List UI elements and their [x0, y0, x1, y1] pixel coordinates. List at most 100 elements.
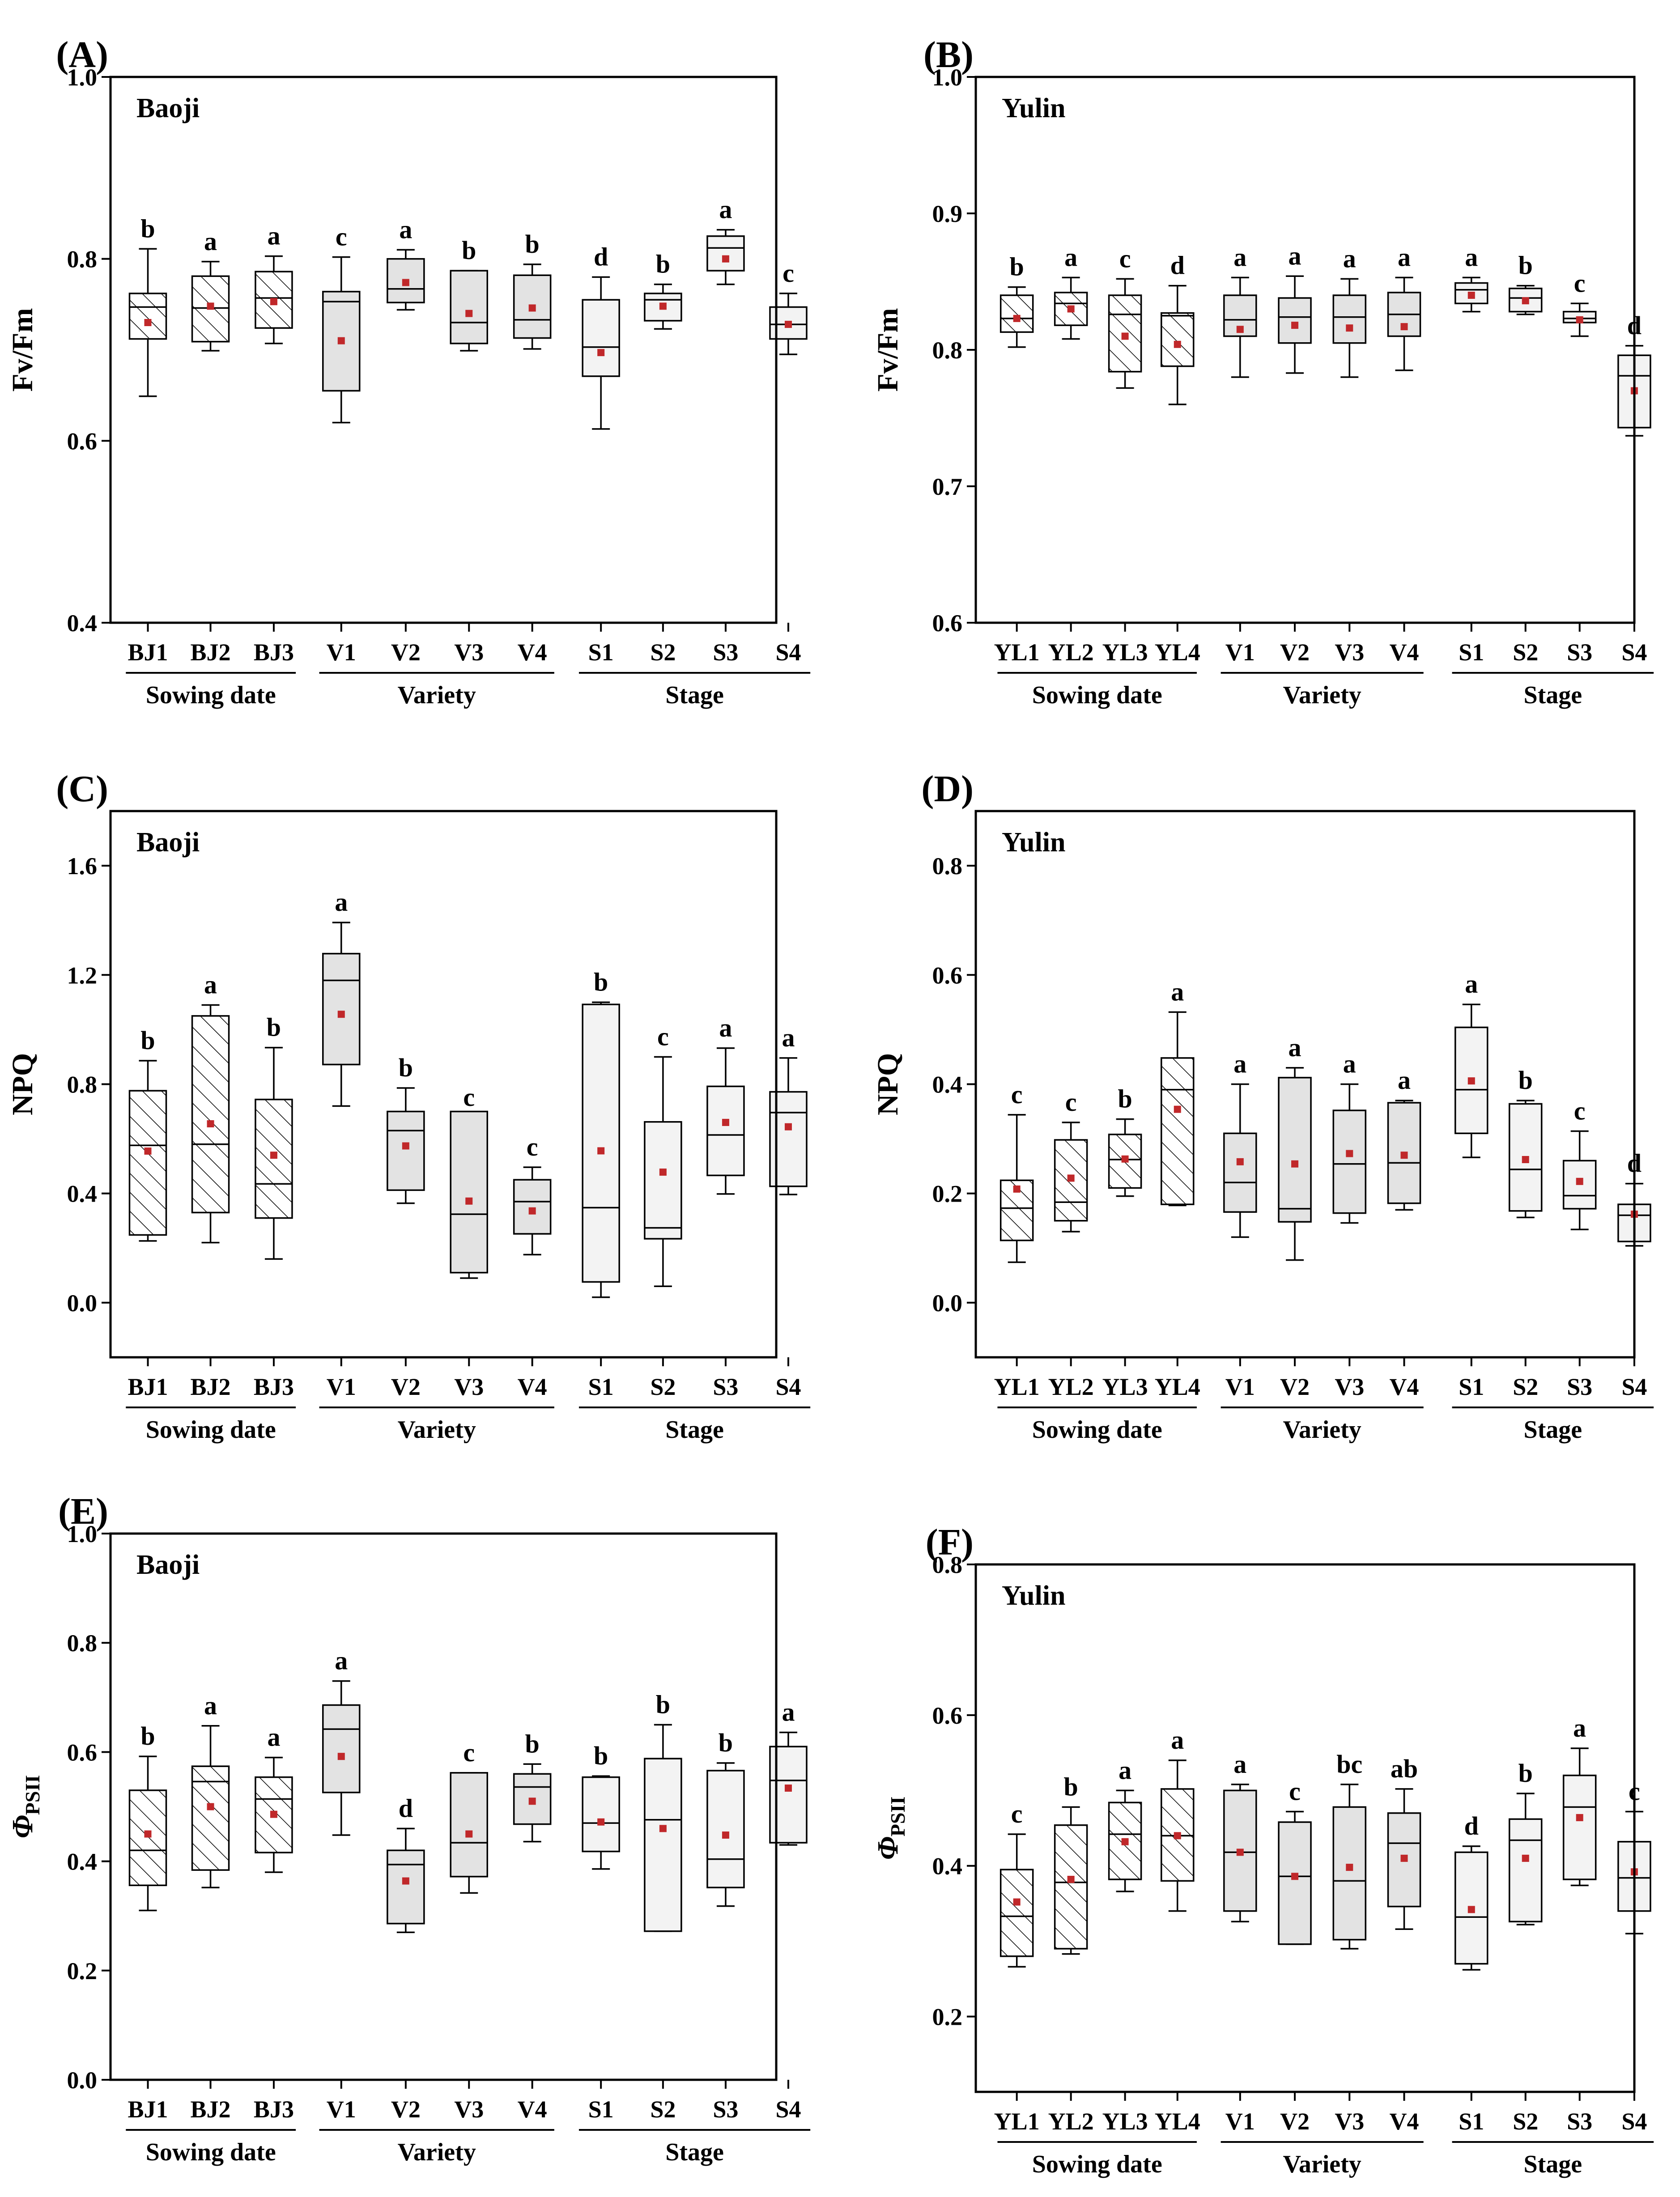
x-tick-label: S2 — [1513, 639, 1538, 666]
box-s1: b S1 — [582, 1741, 620, 2123]
y-tick-label: 0.7 — [932, 473, 963, 500]
y-axis-title: ΦPSII — [6, 1775, 44, 1839]
significance-letter: c — [463, 1738, 475, 1767]
mean-marker — [597, 1818, 605, 1826]
box-iqr — [706, 235, 745, 272]
significance-letter: c — [1574, 268, 1586, 297]
x-tick-label: S1 — [1459, 2108, 1484, 2135]
box-iqr — [1160, 1057, 1195, 1205]
box-iqr — [513, 274, 552, 339]
group-sowing-date: b YL1 a YL2 c YL3 d YL4 Sowing date — [994, 242, 1200, 709]
significance-letter: b — [656, 250, 670, 279]
y-tick-label: 0.8 — [67, 1071, 98, 1098]
box-iqr — [1278, 1077, 1312, 1223]
mean-marker — [1121, 332, 1129, 340]
mean-marker — [528, 304, 536, 312]
significance-letter: c — [1065, 1088, 1077, 1117]
box-s1: d S1 — [1455, 1811, 1489, 2135]
mean-marker — [207, 1803, 214, 1810]
box-s3: a S3 — [1562, 1713, 1597, 2135]
box-v2: a V2 — [1278, 1033, 1312, 1400]
significance-letter: a — [1233, 242, 1246, 272]
box-s3: c S3 — [1562, 268, 1597, 666]
mean-marker — [1236, 1849, 1244, 1856]
box-v2: d V2 — [387, 1793, 425, 2123]
y-tick-label: 1.2 — [67, 962, 98, 989]
x-tick-label: S2 — [650, 639, 676, 666]
group-stage: b S1 c S2 a S3 a S4 Stage — [578, 967, 811, 1444]
significance-letter: b — [462, 236, 476, 265]
box-s2: b S2 — [1508, 1066, 1543, 1400]
x-tick-label: S4 — [775, 2096, 801, 2123]
group-sowing-date: b BJ1 a BJ2 a BJ3 Sowing date — [126, 1691, 296, 2166]
significance-letter: c — [783, 259, 794, 288]
panel-label: (B) — [923, 34, 974, 76]
y-tick-label: 0.4 — [67, 1849, 98, 1875]
mean-marker — [1121, 1155, 1129, 1163]
significance-letter: c — [1574, 1096, 1586, 1126]
significance-letter: a — [1465, 242, 1478, 272]
box-iqr — [1562, 1774, 1597, 1880]
x-tick-label: V3 — [1335, 1373, 1364, 1400]
x-tick-label: S3 — [713, 2096, 738, 2123]
box-iqr — [644, 1758, 682, 1932]
group-label: Variety — [1283, 2150, 1361, 2178]
mean-marker — [144, 319, 152, 326]
y-tick-label: 0.8 — [67, 246, 98, 273]
mean-marker — [207, 1120, 214, 1128]
significance-letter: b — [594, 967, 608, 996]
panel-f: (F) Yulin ΦPSII 0.2 0.4 0.6 0.8 c YL1 b YL2 a YL3 a YL… — [872, 1521, 1654, 2178]
y-axis-title: ΦPSII — [872, 1797, 909, 1860]
group-label: Sowing date — [1032, 2150, 1162, 2178]
box-yl2: c YL2 — [1048, 1088, 1094, 1400]
group-variety: a V1 a V2 a V3 a V4 Variety — [1221, 241, 1424, 709]
box-iqr — [450, 1772, 489, 1878]
box-s2: c S2 — [644, 1022, 682, 1400]
mean-marker — [337, 1011, 345, 1018]
plot-frame — [109, 1532, 778, 2081]
x-tick-label: YL1 — [994, 1373, 1040, 1400]
group-label: Sowing date — [1032, 681, 1162, 709]
group-stage: b S1 b S2 b S3 a S4 Stage — [578, 1690, 811, 2166]
group-label: Stage — [665, 2138, 724, 2166]
mean-marker — [465, 1197, 473, 1205]
group-label: Variety — [1283, 1416, 1361, 1444]
x-tick-label: BJ1 — [128, 1373, 168, 1400]
mean-marker — [337, 1753, 345, 1760]
x-tick-label: S2 — [650, 1373, 676, 1400]
x-tick-label: YL3 — [1102, 1373, 1148, 1400]
mean-marker — [528, 1798, 536, 1805]
box-s2: b S2 — [1508, 251, 1543, 666]
y-axis-title-subscript: PSII — [21, 1775, 44, 1815]
mean-marker — [1291, 322, 1299, 329]
box-v3: c V3 — [450, 1083, 489, 1400]
significance-letter: b — [1010, 252, 1024, 281]
significance-letter: d — [594, 242, 608, 271]
x-tick-label: YL1 — [994, 2108, 1040, 2135]
plot-frame — [974, 1563, 1636, 2093]
y-axis-title: Fv/Fm — [872, 308, 904, 392]
x-tick-label: S3 — [1567, 2108, 1592, 2135]
significance-letter: d — [1464, 1811, 1479, 1840]
box-v1: a V1 — [1223, 1750, 1257, 2135]
box-s2: b S2 — [644, 1690, 682, 2123]
box-s1: a S1 — [1455, 969, 1489, 1400]
group-label: Stage — [665, 681, 724, 709]
mean-marker — [1013, 1185, 1021, 1193]
y-tick-label: 0.8 — [932, 337, 963, 364]
x-tick-label: V2 — [1280, 2108, 1310, 2135]
x-tick-label: YL3 — [1102, 639, 1148, 666]
significance-letter: ab — [1391, 1754, 1418, 1783]
x-tick-label: BJ3 — [254, 2096, 294, 2123]
box-bj1: b BJ1 — [128, 1026, 168, 1400]
mean-marker — [1400, 323, 1408, 331]
significance-letter: a — [1171, 977, 1184, 1006]
significance-letter: c — [1119, 244, 1131, 273]
y-tick-label: 0.0 — [67, 2067, 98, 2094]
box-bj3: a BJ3 — [254, 221, 294, 666]
significance-letter: a — [1573, 1713, 1586, 1742]
group-label: Variety — [398, 2138, 476, 2166]
box-iqr — [450, 270, 489, 344]
